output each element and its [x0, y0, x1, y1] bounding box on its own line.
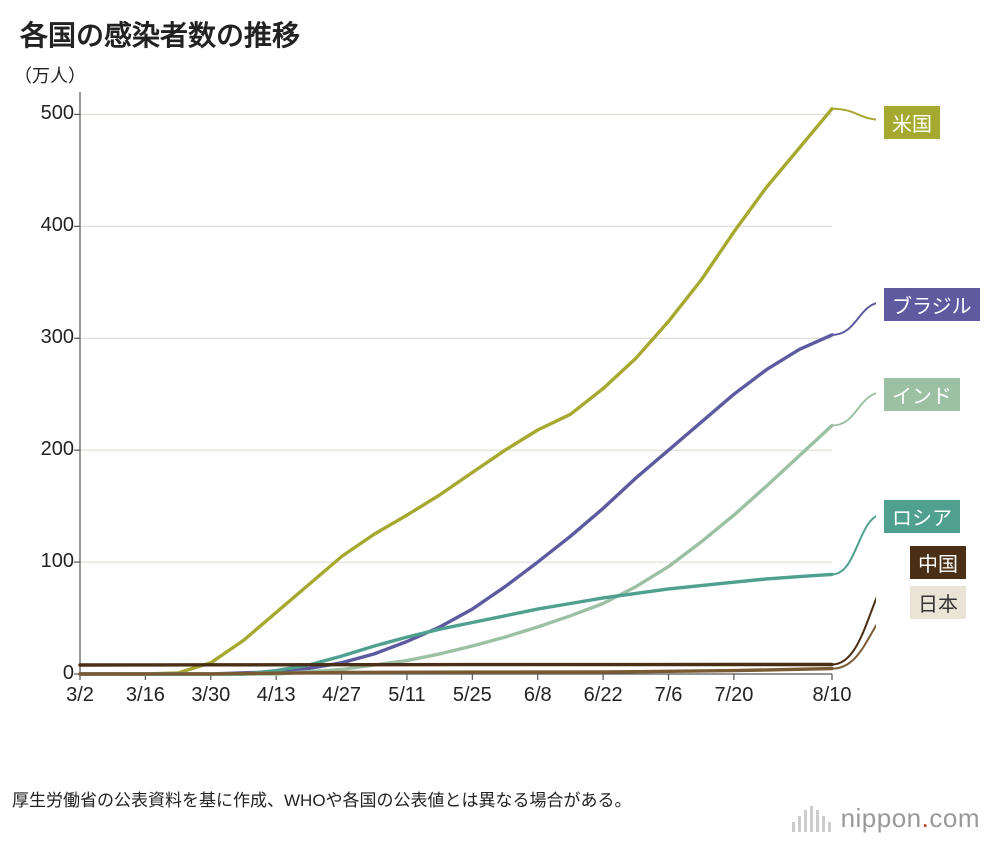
series-china: [80, 665, 832, 666]
line-chart: 0 100 200 300 400 500 3/2 3/16 3/30 4/13 4/27 5/11…: [20, 92, 876, 732]
legend-label: インド: [892, 386, 952, 408]
yaxis-unit-label: （万人）: [14, 62, 86, 88]
xtick-label: 4/13: [257, 684, 296, 707]
series-usa: [80, 109, 832, 674]
xtick-label: 6/8: [524, 684, 552, 707]
xtick-label: 3/2: [66, 684, 94, 707]
ytick-label: 200: [24, 438, 74, 461]
ytick-label: 400: [24, 214, 74, 237]
legend-india: インド: [884, 378, 960, 411]
legend-label: 米国: [892, 114, 932, 136]
xtick-label: 5/25: [453, 684, 492, 707]
ytick-label: 0: [24, 662, 74, 685]
ytick-label: 500: [24, 102, 74, 125]
legend-label: 日本: [918, 594, 958, 616]
xtick-label: 7/20: [714, 684, 753, 707]
series-india: [80, 426, 832, 675]
brand-bars-icon: [792, 806, 831, 832]
legend-label: 中国: [918, 554, 958, 576]
legend-brazil: ブラジル: [884, 288, 980, 321]
ytick-label: 100: [24, 550, 74, 573]
brand-logo: nippon.com: [792, 803, 980, 834]
legend-japan: 日本: [910, 586, 966, 619]
series-brazil: [80, 335, 832, 674]
legend-usa: 米国: [884, 106, 940, 139]
brand-text: nippon.com: [841, 803, 980, 834]
xtick-label: 3/16: [126, 684, 165, 707]
xtick-label: 5/11: [388, 684, 425, 707]
xtick-label: 7/6: [655, 684, 683, 707]
ytick-label: 300: [24, 326, 74, 349]
xtick-label: 8/10: [813, 684, 852, 707]
chart-svg: [20, 92, 876, 732]
xtick-label: 4/27: [322, 684, 361, 707]
legend-china: 中国: [910, 546, 966, 579]
legend-label: ブラジル: [892, 296, 972, 318]
xtick-label: 3/30: [191, 684, 230, 707]
footer-source-note: 厚生労働省の公表資料を基に作成、WHOや各国の公表値とは異なる場合がある。: [12, 790, 632, 813]
series-russia: [80, 574, 832, 674]
legend-label: ロシア: [892, 508, 952, 530]
legend-russia: ロシア: [884, 500, 960, 533]
chart-title: 各国の感染者数の推移: [20, 14, 300, 54]
xtick-label: 6/22: [584, 684, 623, 707]
